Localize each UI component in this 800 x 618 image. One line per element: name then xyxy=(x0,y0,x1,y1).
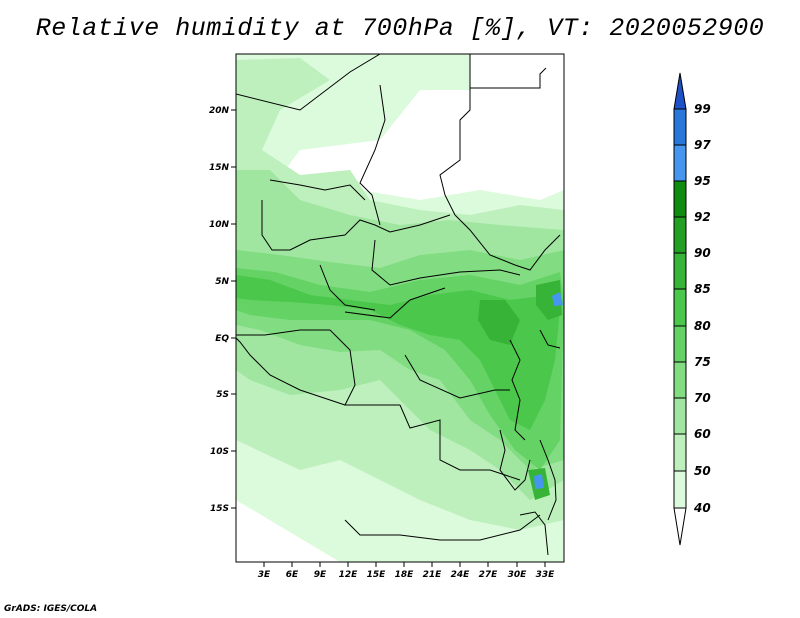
map-frame xyxy=(235,53,565,563)
lon-tick-label: 24E xyxy=(451,570,471,580)
lat-tick-label: 5N xyxy=(215,277,229,287)
colorbar-segment xyxy=(673,252,687,290)
colorbar-label: 97 xyxy=(694,138,711,152)
lon-tick-label: 6E xyxy=(286,570,299,580)
colorbar-label: 70 xyxy=(694,391,711,405)
colorbar-segment xyxy=(673,397,687,435)
colorbar-label: 60 xyxy=(694,427,711,441)
colorbar-labels: 99 97 95 92 90 85 80 75 70 60 50 40 xyxy=(693,102,711,515)
humidity-field xyxy=(236,54,564,562)
colorbar-top-cap xyxy=(673,72,687,110)
rh-95-spot xyxy=(552,292,563,306)
lon-tick-label: 30E xyxy=(508,570,528,580)
colorbar-segment xyxy=(673,216,687,254)
lon-tick-label: 12E xyxy=(339,570,359,580)
lon-axis: 3E 6E 9E 12E 15E 18E 21E 24E 27E 30E 33E xyxy=(258,562,555,580)
rh-85-area xyxy=(478,300,520,345)
map-title: Relative humidity at 700hPa [%], VT: 202… xyxy=(35,14,765,43)
colorbar-label: 92 xyxy=(694,210,711,224)
colorbar-label: 90 xyxy=(694,246,711,260)
colorbar-segment xyxy=(673,180,687,218)
lon-tick-label: 18E xyxy=(395,570,415,580)
colorbar-label: 85 xyxy=(694,282,711,296)
lat-axis: 20N 15N 10N 5N EQ 5S 10S 15S xyxy=(209,106,236,514)
lat-tick-label: 20N xyxy=(209,106,230,116)
colorbar-segment xyxy=(673,288,687,327)
lon-tick-label: 3E xyxy=(258,570,271,580)
lat-tick-label: 15N xyxy=(209,163,230,173)
lat-tick-label: 10N xyxy=(209,220,230,230)
lat-tick-label: EQ xyxy=(215,334,229,344)
country-borders xyxy=(236,54,561,556)
lat-tick-label: 5S xyxy=(216,390,229,400)
lon-tick-label: 33E xyxy=(536,570,556,580)
lon-tick-label: 27E xyxy=(479,570,499,580)
colorbar-segment xyxy=(673,470,687,509)
lon-tick-label: 15E xyxy=(367,570,387,580)
colorbar xyxy=(673,72,687,546)
colorbar-segment xyxy=(673,361,687,399)
colorbar-label: 95 xyxy=(694,174,711,188)
lon-tick-label: 21E xyxy=(423,570,443,580)
colorbar-segment xyxy=(673,144,687,182)
colorbar-label: 50 xyxy=(694,464,711,478)
colorbar-label: 99 xyxy=(694,102,711,116)
colorbar-segment xyxy=(673,108,687,146)
lat-tick-label: 15S xyxy=(210,504,229,514)
lat-tick-label: 10S xyxy=(210,447,229,457)
lon-tick-label: 9E xyxy=(314,570,327,580)
colorbar-segment xyxy=(673,433,687,472)
colorbar-label: 40 xyxy=(693,501,711,515)
colorbar-label: 75 xyxy=(694,355,711,369)
colorbar-segment xyxy=(673,325,687,363)
grads-credit: GrADS: IGES/COLA xyxy=(4,604,98,614)
colorbar-bottom-cap xyxy=(673,507,687,546)
colorbar-label: 80 xyxy=(694,319,711,333)
